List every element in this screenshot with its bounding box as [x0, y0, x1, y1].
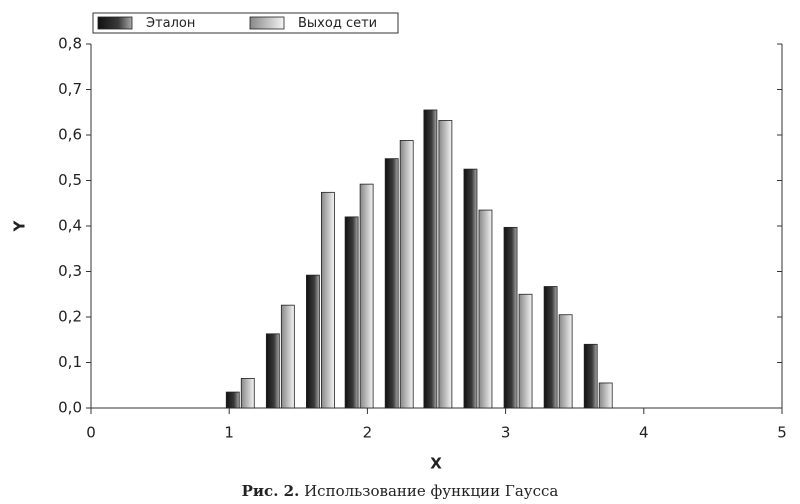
y-tick-label: 0,1	[58, 353, 82, 371]
bar	[583, 343, 598, 409]
bar	[463, 168, 478, 409]
y-tick-label: 0,2	[58, 308, 82, 326]
caption-text: Использование функции Гаусса	[304, 482, 558, 500]
x-tick-label: 3	[501, 424, 511, 442]
bar	[478, 209, 493, 409]
bar	[384, 158, 399, 409]
bar	[503, 226, 518, 409]
caption-label: Рис. 2.	[242, 482, 300, 500]
legend-box	[92, 12, 399, 34]
y-tick-label: 0,8	[58, 35, 82, 53]
y-axis-label: Y	[11, 219, 29, 232]
legend-swatch	[249, 16, 285, 30]
bar	[359, 183, 374, 409]
x-tick-label: 2	[363, 424, 373, 442]
x-tick-label: 1	[224, 424, 234, 442]
x-tick-label: 5	[777, 424, 787, 442]
y-tick-label: 0,6	[58, 126, 82, 144]
y-tick-label: 0,7	[58, 80, 82, 98]
x-tick-label: 4	[639, 424, 649, 442]
legend-label: Выход сети	[298, 16, 377, 31]
bar	[558, 314, 573, 409]
bar	[518, 293, 533, 409]
legend-swatch	[97, 16, 133, 30]
bar	[423, 109, 438, 409]
y-tick-label: 0,4	[58, 217, 82, 235]
bar	[344, 216, 359, 409]
caption: Рис. 2. Использование функции Гаусса	[242, 482, 559, 500]
bar	[543, 286, 558, 409]
bar	[265, 333, 280, 409]
bar	[598, 382, 613, 409]
legend-label: Эталон	[146, 16, 195, 31]
y-tick-label: 0,5	[58, 171, 82, 189]
y-tick-label: 0,3	[58, 262, 82, 280]
bar	[321, 191, 335, 409]
y-tick-label: 0,0	[58, 399, 82, 417]
bar	[225, 391, 240, 409]
bar	[306, 274, 320, 409]
bar	[438, 120, 453, 409]
x-axis-label: X	[430, 455, 442, 473]
x-tick-label: 0	[86, 424, 96, 442]
bar	[240, 378, 255, 409]
bar	[399, 140, 414, 409]
bar	[280, 304, 295, 409]
